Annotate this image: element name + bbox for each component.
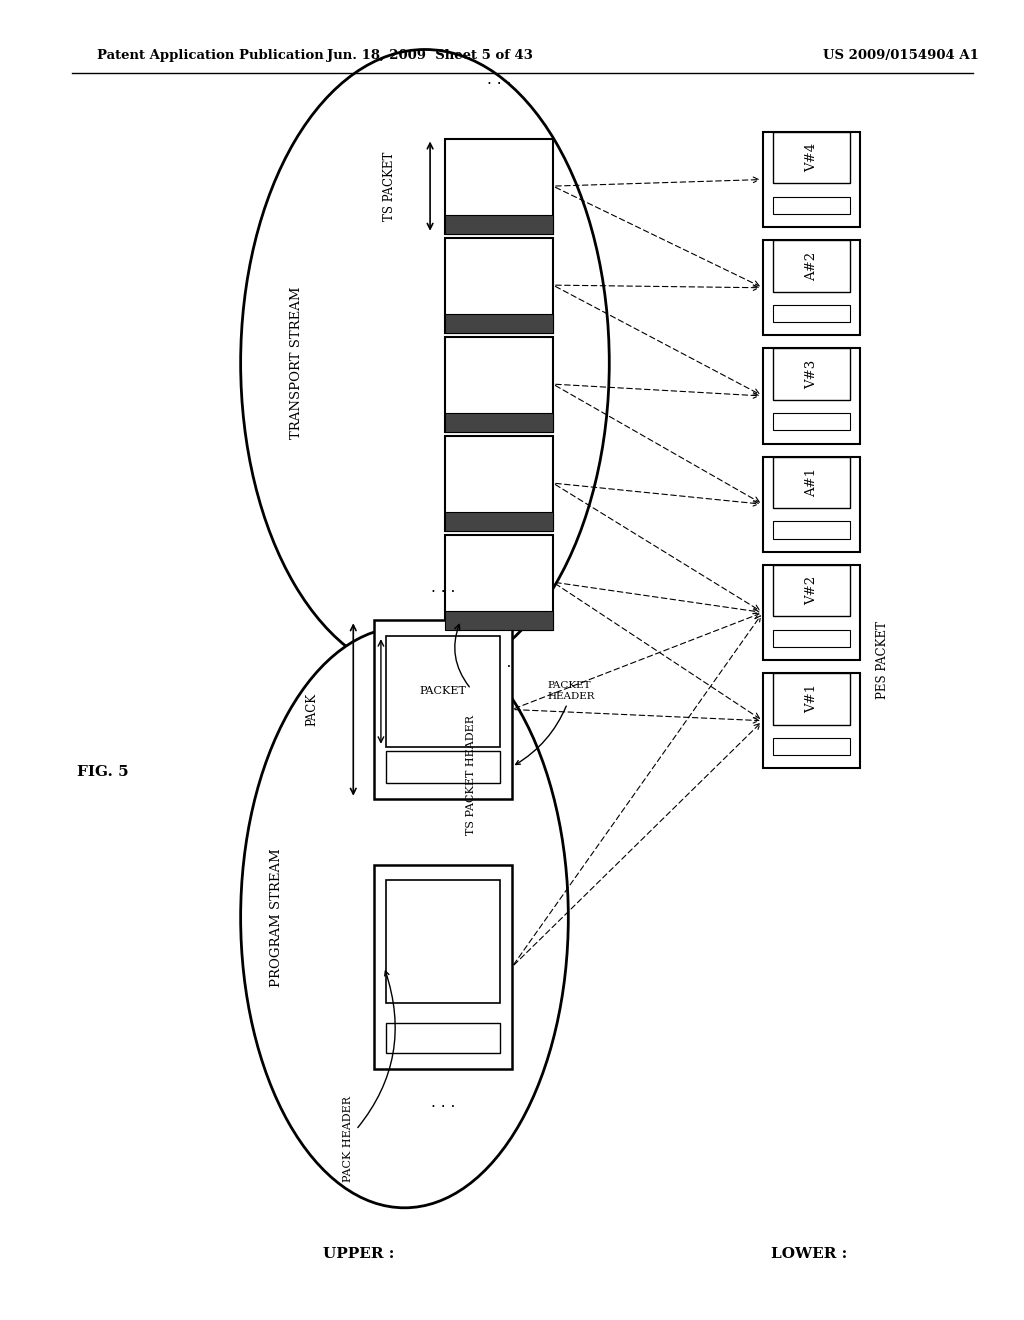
Bar — [445, 611, 553, 630]
Bar — [773, 132, 850, 183]
Text: PACK HEADER: PACK HEADER — [343, 972, 395, 1181]
Ellipse shape — [241, 49, 609, 676]
Bar — [374, 865, 512, 1069]
Text: A#2: A#2 — [805, 251, 818, 281]
Bar — [445, 436, 553, 531]
Bar — [773, 673, 850, 725]
Bar — [445, 314, 553, 333]
Text: UPPER :: UPPER : — [323, 1247, 394, 1261]
Bar — [773, 305, 850, 322]
Text: PROGRAM STREAM: PROGRAM STREAM — [270, 847, 283, 987]
Bar — [445, 535, 553, 630]
Bar — [445, 337, 553, 432]
Bar — [386, 636, 500, 747]
Bar — [445, 238, 553, 333]
Text: PES PACKET: PES PACKET — [877, 620, 889, 700]
Text: . . .: . . . — [431, 579, 455, 595]
Bar — [763, 565, 860, 660]
Bar — [773, 197, 850, 214]
Text: . . .: . . . — [431, 1094, 455, 1110]
Bar — [773, 630, 850, 647]
Bar — [773, 565, 850, 616]
Text: PACKET
HEADER: PACKET HEADER — [516, 681, 595, 764]
Bar — [445, 512, 553, 531]
Bar — [445, 139, 553, 234]
Text: LOWER :: LOWER : — [771, 1247, 847, 1261]
Ellipse shape — [241, 627, 568, 1208]
Text: . . .: . . . — [487, 655, 511, 671]
Bar — [386, 1023, 500, 1053]
Bar — [773, 413, 850, 430]
Bar — [773, 348, 850, 400]
Text: V#4: V#4 — [805, 143, 818, 173]
Text: FIG. 5: FIG. 5 — [77, 766, 128, 779]
Text: V#2: V#2 — [805, 576, 818, 606]
Text: TRANSPORT STREAM: TRANSPORT STREAM — [291, 286, 303, 440]
Text: TS PACKET: TS PACKET — [383, 152, 395, 220]
Bar — [773, 457, 850, 508]
Bar — [773, 521, 850, 539]
Text: TS PACKET HEADER: TS PACKET HEADER — [466, 715, 476, 836]
Text: PACK: PACK — [306, 693, 318, 726]
Bar — [445, 215, 553, 234]
Bar — [374, 620, 512, 799]
Bar — [763, 457, 860, 552]
Text: US 2009/0154904 A1: US 2009/0154904 A1 — [823, 49, 979, 62]
Bar — [386, 880, 500, 1003]
Text: PACKET: PACKET — [420, 686, 466, 697]
Bar — [763, 348, 860, 444]
Text: Patent Application Publication: Patent Application Publication — [97, 49, 324, 62]
Text: Jun. 18, 2009  Sheet 5 of 43: Jun. 18, 2009 Sheet 5 of 43 — [327, 49, 534, 62]
Text: . . .: . . . — [487, 71, 511, 87]
Bar — [386, 751, 500, 783]
Bar — [763, 240, 860, 335]
Bar — [445, 413, 553, 432]
Text: V#1: V#1 — [805, 684, 818, 714]
Text: A#1: A#1 — [805, 467, 818, 498]
Bar — [763, 132, 860, 227]
Bar — [773, 738, 850, 755]
Text: V#3: V#3 — [805, 359, 818, 389]
Bar — [773, 240, 850, 292]
Bar — [763, 673, 860, 768]
